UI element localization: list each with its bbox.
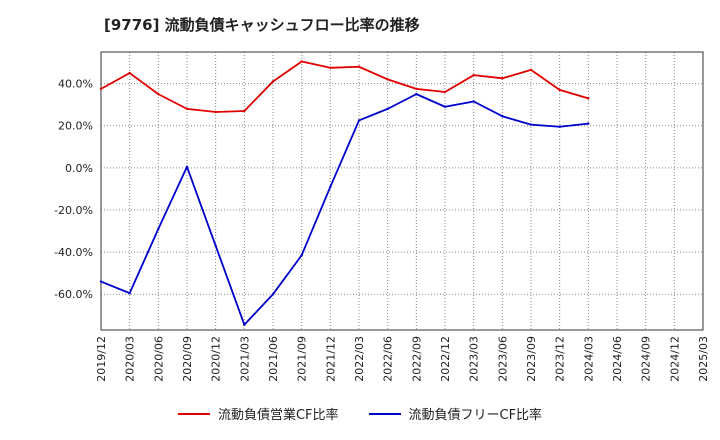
data-point-free-cf [443,105,447,108]
x-tick-label: 2019/12 [95,336,108,382]
data-point-operating-cf [529,68,533,72]
data-point-free-cf [99,280,103,283]
data-point-operating-cf [386,78,389,81]
data-point-operating-cf [329,66,332,69]
y-tick-label: 40.0% [58,78,93,91]
data-point-free-cf [386,107,389,111]
data-point-operating-cf [300,60,303,63]
data-point-free-cf [501,115,504,118]
data-point-free-cf [128,291,131,295]
legend-swatch-operating-cf [177,412,210,415]
data-point-free-cf [157,227,160,231]
x-tick-label: 2022/09 [410,336,423,382]
x-tick-label: 2020/06 [152,336,165,382]
data-point-operating-cf [501,77,504,80]
x-tick-label: 2023/06 [496,336,509,382]
data-point-operating-cf [472,73,475,77]
series-line-operating-cf [100,60,589,113]
x-tick-label: 2024/06 [611,336,624,382]
y-tick-label: -60.0% [54,288,93,301]
y-tick-label: -40.0% [54,246,93,259]
data-point-free-cf [329,185,332,188]
data-point-operating-cf [357,65,361,68]
data-point-free-cf [587,122,590,125]
data-point-free-cf [472,100,475,103]
x-tick-label: 2021/09 [296,336,309,382]
data-point-free-cf [300,254,303,257]
data-point-operating-cf [271,80,275,83]
legend-label-operating-cf: 流動負債営業CF比率 [217,408,339,423]
x-tick-label: 2024/12 [668,336,681,382]
x-tick-label: 2020/03 [124,336,137,382]
x-tick-label: 2023/12 [554,336,567,382]
data-point-operating-cf [157,92,160,96]
plot-frame [100,51,704,331]
x-tick-label: 2024/09 [640,336,653,382]
x-tick-label: 2022/12 [439,336,452,382]
x-tick-label: 2022/03 [353,336,366,382]
x-tick-label: 2022/06 [382,336,395,382]
legend: 流動負債営業CF比率 流動負債フリーCF比率 [0,404,720,423]
x-tick-label: 2024/03 [582,336,595,382]
data-point-operating-cf [185,107,189,111]
legend-item-operating-cf: 流動負債営業CF比率 [177,404,339,423]
x-tick-label: 2021/03 [238,336,251,382]
data-point-operating-cf [128,71,131,75]
series-line-free-cf [100,93,589,326]
data-point-operating-cf [214,110,217,114]
chart-title: [9776] 流動負債キャッシュフロー比率の推移 [104,16,420,34]
y-tick-label: 0.0% [65,162,93,175]
legend-label-free-cf: 流動負債フリーCF比率 [408,408,543,423]
data-point-free-cf [243,323,246,326]
legend-item-free-cf: 流動負債フリーCF比率 [368,404,543,423]
x-tick-label: 2021/12 [324,336,337,382]
x-tick-label: 2023/03 [468,336,481,382]
data-point-free-cf [357,119,361,122]
data-point-operating-cf [243,109,246,113]
data-point-free-cf [415,92,418,96]
y-tick-label: -20.0% [54,204,93,217]
data-point-free-cf [214,244,217,247]
x-tick-label: 2020/09 [181,336,194,382]
data-point-free-cf [185,165,189,168]
legend-swatch-free-cf [368,412,401,415]
data-point-free-cf [271,292,275,296]
data-point-operating-cf [443,90,447,94]
x-tick-label: 2021/06 [267,336,280,382]
data-point-operating-cf [558,88,561,92]
y-tick-label: 20.0% [58,120,93,133]
data-point-operating-cf [99,87,103,91]
data-point-operating-cf [587,97,590,100]
data-point-free-cf [529,123,533,126]
x-tick-label: 2023/09 [525,336,538,382]
data-point-free-cf [558,125,561,128]
data-point-operating-cf [415,87,418,91]
x-tick-label: 2025/03 [697,336,710,382]
x-tick-label: 2020/12 [210,336,223,382]
